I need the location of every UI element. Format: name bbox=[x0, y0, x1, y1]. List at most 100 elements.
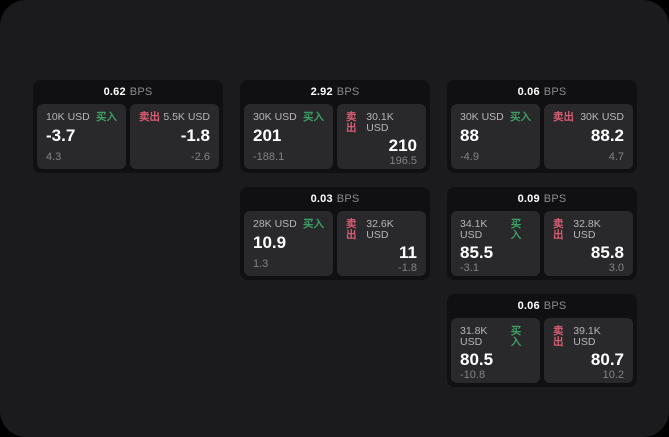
sell-sub-value: 4.7 bbox=[608, 151, 624, 163]
buy-quote-tile[interactable]: 10K USD 买入 -3.7 4.3 bbox=[37, 104, 126, 169]
sell-sub-value: 10.2 bbox=[602, 368, 624, 381]
sell-tile-header: 卖出 5.5K USD bbox=[139, 112, 210, 123]
sell-tile-header: 卖出 30K USD bbox=[553, 112, 624, 123]
buy-price: 88 bbox=[460, 125, 479, 145]
sell-tile-header: 卖出 39.1K USD bbox=[553, 326, 624, 347]
sell-quote-tile[interactable]: 卖出 5.5K USD -1.8 -2.6 bbox=[130, 104, 219, 169]
buy-tile-header: 10K USD 买入 bbox=[46, 112, 117, 123]
buy-amount: 10K USD bbox=[46, 111, 90, 123]
buy-tile-header: 28K USD 买入 bbox=[253, 219, 324, 230]
buy-tile-header: 30K USD 买入 bbox=[253, 112, 324, 123]
sell-side-label: 卖出 bbox=[139, 111, 160, 123]
buy-sub-value: -4.9 bbox=[460, 151, 479, 163]
buy-sub-value: -3.1 bbox=[460, 261, 479, 274]
buy-side-label: 买入 bbox=[96, 111, 117, 123]
quote-tiles: 30K USD 买入 201 -188.1 卖出 30.1K USD 210 1… bbox=[244, 104, 426, 169]
bps-unit-label: BPS bbox=[543, 193, 567, 205]
sell-quote-tile[interactable]: 卖出 39.1K USD 80.7 10.2 bbox=[544, 318, 633, 383]
buy-side-label: 买入 bbox=[510, 325, 522, 348]
bps-value: 0.06 bbox=[517, 86, 540, 98]
bps-value: 0.06 bbox=[517, 300, 540, 312]
sell-tile-header: 卖出 32.8K USD bbox=[553, 219, 624, 240]
sell-tile-header: 卖出 30.1K USD bbox=[346, 112, 417, 133]
buy-side-label: 买入 bbox=[510, 111, 531, 123]
buy-sub-value: -10.8 bbox=[460, 368, 486, 381]
sell-amount: 30K USD bbox=[580, 111, 624, 123]
buy-amount: 30K USD bbox=[253, 111, 297, 123]
bps-unit-label: BPS bbox=[543, 86, 567, 98]
buy-sub-value: -188.1 bbox=[253, 151, 285, 163]
bps-unit-label: BPS bbox=[336, 86, 360, 98]
bps-header: 2.92 BPS bbox=[244, 80, 426, 104]
sell-side-label: 卖出 bbox=[346, 111, 357, 134]
bps-value: 0.62 bbox=[103, 86, 126, 98]
buy-tile-header: 34.1K USD 买入 bbox=[460, 219, 531, 240]
buy-quote-tile[interactable]: 31.8K USD 买入 80.5 -10.8 bbox=[451, 318, 540, 383]
sell-side-label: 卖出 bbox=[553, 111, 574, 123]
buy-quote-tile[interactable]: 34.1K USD 买入 85.5 -3.1 bbox=[451, 211, 540, 276]
buy-quote-tile[interactable]: 28K USD 买入 10.9 1.3 bbox=[244, 211, 333, 276]
buy-sub-value: 1.3 bbox=[253, 258, 269, 270]
bps-unit-label: BPS bbox=[129, 86, 153, 98]
buy-price: 85.5 bbox=[460, 243, 494, 262]
sell-sub-value: -2.6 bbox=[191, 151, 210, 163]
quote-tiles: 30K USD 买入 88 -4.9 卖出 30K USD 88.2 4.7 bbox=[451, 104, 633, 169]
buy-price: 201 bbox=[253, 125, 282, 145]
buy-side-label: 买入 bbox=[303, 218, 324, 230]
buy-price: -3.7 bbox=[46, 125, 76, 145]
bps-header: 0.62 BPS bbox=[37, 80, 219, 104]
buy-amount: 31.8K USD bbox=[460, 325, 488, 348]
bps-value: 0.09 bbox=[517, 193, 540, 205]
quote-tiles: 28K USD 买入 10.9 1.3 卖出 32.6K USD 11 -1.8 bbox=[244, 211, 426, 276]
buy-tile-header: 31.8K USD 买入 bbox=[460, 326, 531, 347]
buy-side-label: 买入 bbox=[510, 218, 522, 241]
bps-header: 0.03 BPS bbox=[244, 187, 426, 211]
quote-card: 0.06 BPS 30K USD 买入 88 -4.9 卖出 30K USD bbox=[447, 80, 637, 173]
sell-side-label: 卖出 bbox=[346, 218, 357, 241]
bps-value: 0.03 bbox=[310, 193, 333, 205]
buy-tile-header: 30K USD 买入 bbox=[460, 112, 531, 123]
sell-price: 88.2 bbox=[590, 125, 624, 145]
buy-side-label: 买入 bbox=[303, 111, 324, 123]
quote-tiles: 34.1K USD 买入 85.5 -3.1 卖出 32.8K USD 85.8… bbox=[451, 211, 633, 276]
sell-price: -1.8 bbox=[180, 125, 210, 145]
sell-quote-tile[interactable]: 卖出 30K USD 88.2 4.7 bbox=[544, 104, 633, 169]
buy-amount: 28K USD bbox=[253, 218, 297, 230]
sell-sub-value: -1.8 bbox=[398, 261, 417, 274]
buy-sub-value: 4.3 bbox=[46, 151, 62, 163]
sell-amount: 5.5K USD bbox=[163, 111, 210, 123]
buy-amount: 34.1K USD bbox=[460, 218, 488, 241]
buy-price: 10.9 bbox=[253, 232, 287, 252]
sell-side-label: 卖出 bbox=[553, 218, 564, 241]
buy-quote-tile[interactable]: 30K USD 买入 88 -4.9 bbox=[451, 104, 540, 169]
sell-amount: 39.1K USD bbox=[573, 325, 601, 348]
sell-quote-tile[interactable]: 卖出 30.1K USD 210 196.5 bbox=[337, 104, 426, 169]
bps-header: 0.09 BPS bbox=[451, 187, 633, 211]
quote-tiles: 31.8K USD 买入 80.5 -10.8 卖出 39.1K USD 80.… bbox=[451, 318, 633, 383]
bps-value: 2.92 bbox=[310, 86, 333, 98]
quote-card: 0.03 BPS 28K USD 买入 10.9 1.3 卖出 32.6K US… bbox=[240, 187, 430, 280]
sell-amount: 30.1K USD bbox=[366, 111, 394, 134]
quote-card: 0.06 BPS 31.8K USD 买入 80.5 -10.8 卖出 39.1… bbox=[447, 294, 637, 387]
buy-quote-tile[interactable]: 30K USD 买入 201 -188.1 bbox=[244, 104, 333, 169]
quote-card-grid: 0.62 BPS 10K USD 买入 -3.7 4.3 卖出 5.5K USD bbox=[33, 80, 637, 387]
sell-quote-tile[interactable]: 卖出 32.8K USD 85.8 3.0 bbox=[544, 211, 633, 276]
quote-card: 0.62 BPS 10K USD 买入 -3.7 4.3 卖出 5.5K USD bbox=[33, 80, 223, 173]
bps-unit-label: BPS bbox=[336, 193, 360, 205]
bps-unit-label: BPS bbox=[543, 300, 567, 312]
buy-amount: 30K USD bbox=[460, 111, 504, 123]
quote-card: 0.09 BPS 34.1K USD 买入 85.5 -3.1 卖出 32.8K… bbox=[447, 187, 637, 280]
quote-card: 2.92 BPS 30K USD 买入 201 -188.1 卖出 30.1K … bbox=[240, 80, 430, 173]
bps-header: 0.06 BPS bbox=[451, 294, 633, 318]
sell-quote-tile[interactable]: 卖出 32.6K USD 11 -1.8 bbox=[337, 211, 426, 276]
sell-amount: 32.8K USD bbox=[573, 218, 601, 241]
sell-price: 11 bbox=[399, 243, 417, 262]
sell-price: 210 bbox=[388, 136, 417, 155]
bps-header: 0.06 BPS bbox=[451, 80, 633, 104]
buy-price: 80.5 bbox=[460, 350, 494, 369]
sell-price: 80.7 bbox=[590, 350, 624, 369]
sell-amount: 32.6K USD bbox=[366, 218, 394, 241]
quote-tiles: 10K USD 买入 -3.7 4.3 卖出 5.5K USD -1.8 -2.… bbox=[37, 104, 219, 169]
sell-tile-header: 卖出 32.6K USD bbox=[346, 219, 417, 240]
